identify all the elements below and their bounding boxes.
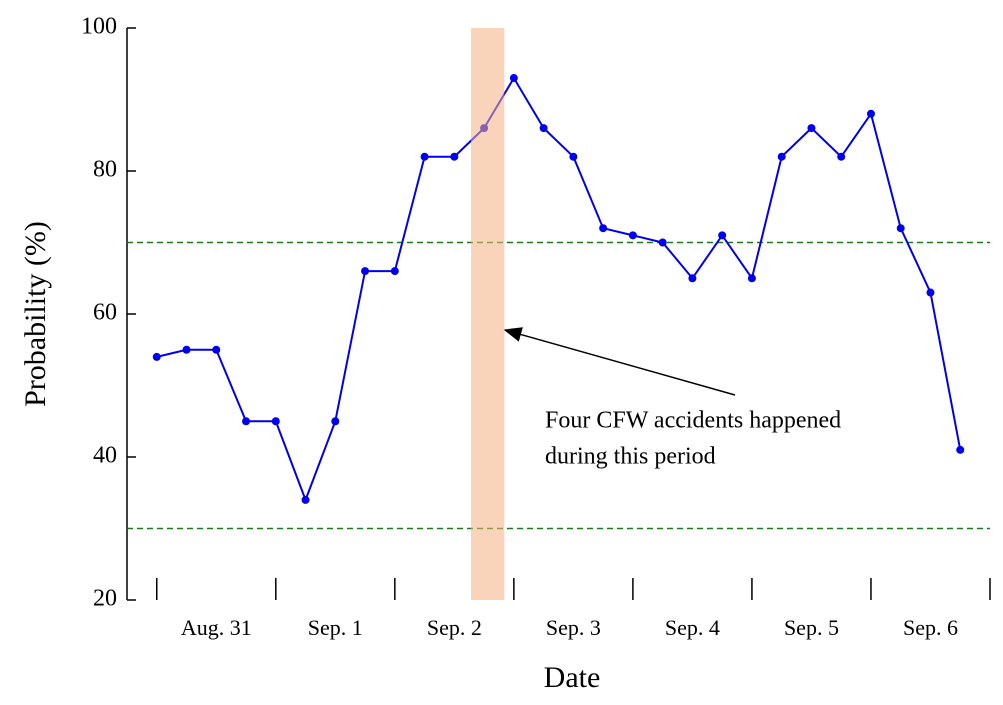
y-tick-label: 40 <box>93 443 117 469</box>
data-point <box>301 495 310 504</box>
data-point <box>628 231 637 240</box>
data-point <box>658 238 667 247</box>
data-point <box>420 152 429 161</box>
y-axis-label: Probability (%) <box>19 221 52 407</box>
data-point <box>182 345 191 354</box>
x-tick-label: Sep. 5 <box>784 615 839 640</box>
x-tick-label: Aug. 31 <box>181 615 252 640</box>
y-tick-label: 20 <box>93 586 117 612</box>
data-point <box>271 417 280 426</box>
y-tick-label: 100 <box>81 14 117 40</box>
y-tick-label: 80 <box>93 157 117 183</box>
x-tick-label: Sep. 6 <box>903 615 958 640</box>
x-axis-label: Date <box>544 661 601 694</box>
data-point <box>331 417 340 426</box>
data-point <box>569 152 578 161</box>
x-tick-label: Sep. 4 <box>665 615 720 640</box>
x-tick-label: Sep. 3 <box>546 615 601 640</box>
x-tick-label: Sep. 2 <box>427 615 482 640</box>
data-point <box>956 445 965 454</box>
data-point <box>539 124 548 133</box>
data-point <box>926 288 935 297</box>
annotation-text: during this period <box>545 444 716 470</box>
data-point <box>718 231 727 240</box>
data-point <box>599 224 608 233</box>
data-point <box>896 224 905 233</box>
annotation-arrow <box>503 327 736 396</box>
data-point <box>242 417 251 426</box>
data-point <box>509 74 518 83</box>
shaded-period <box>471 28 505 600</box>
data-line <box>156 76 962 503</box>
data-point <box>450 152 459 161</box>
data-point <box>361 267 370 276</box>
data-point <box>807 124 816 133</box>
data-point <box>747 274 756 283</box>
data-point <box>390 267 399 276</box>
y-tick-label: 60 <box>93 300 117 326</box>
data-point <box>688 274 697 283</box>
data-point <box>152 352 161 361</box>
annotation-text: Four CFW accidents happened <box>545 408 841 434</box>
data-point <box>212 345 221 354</box>
data-point <box>866 109 875 118</box>
x-tick-label: Sep. 1 <box>308 615 363 640</box>
data-point <box>837 152 846 161</box>
data-point <box>777 152 786 161</box>
